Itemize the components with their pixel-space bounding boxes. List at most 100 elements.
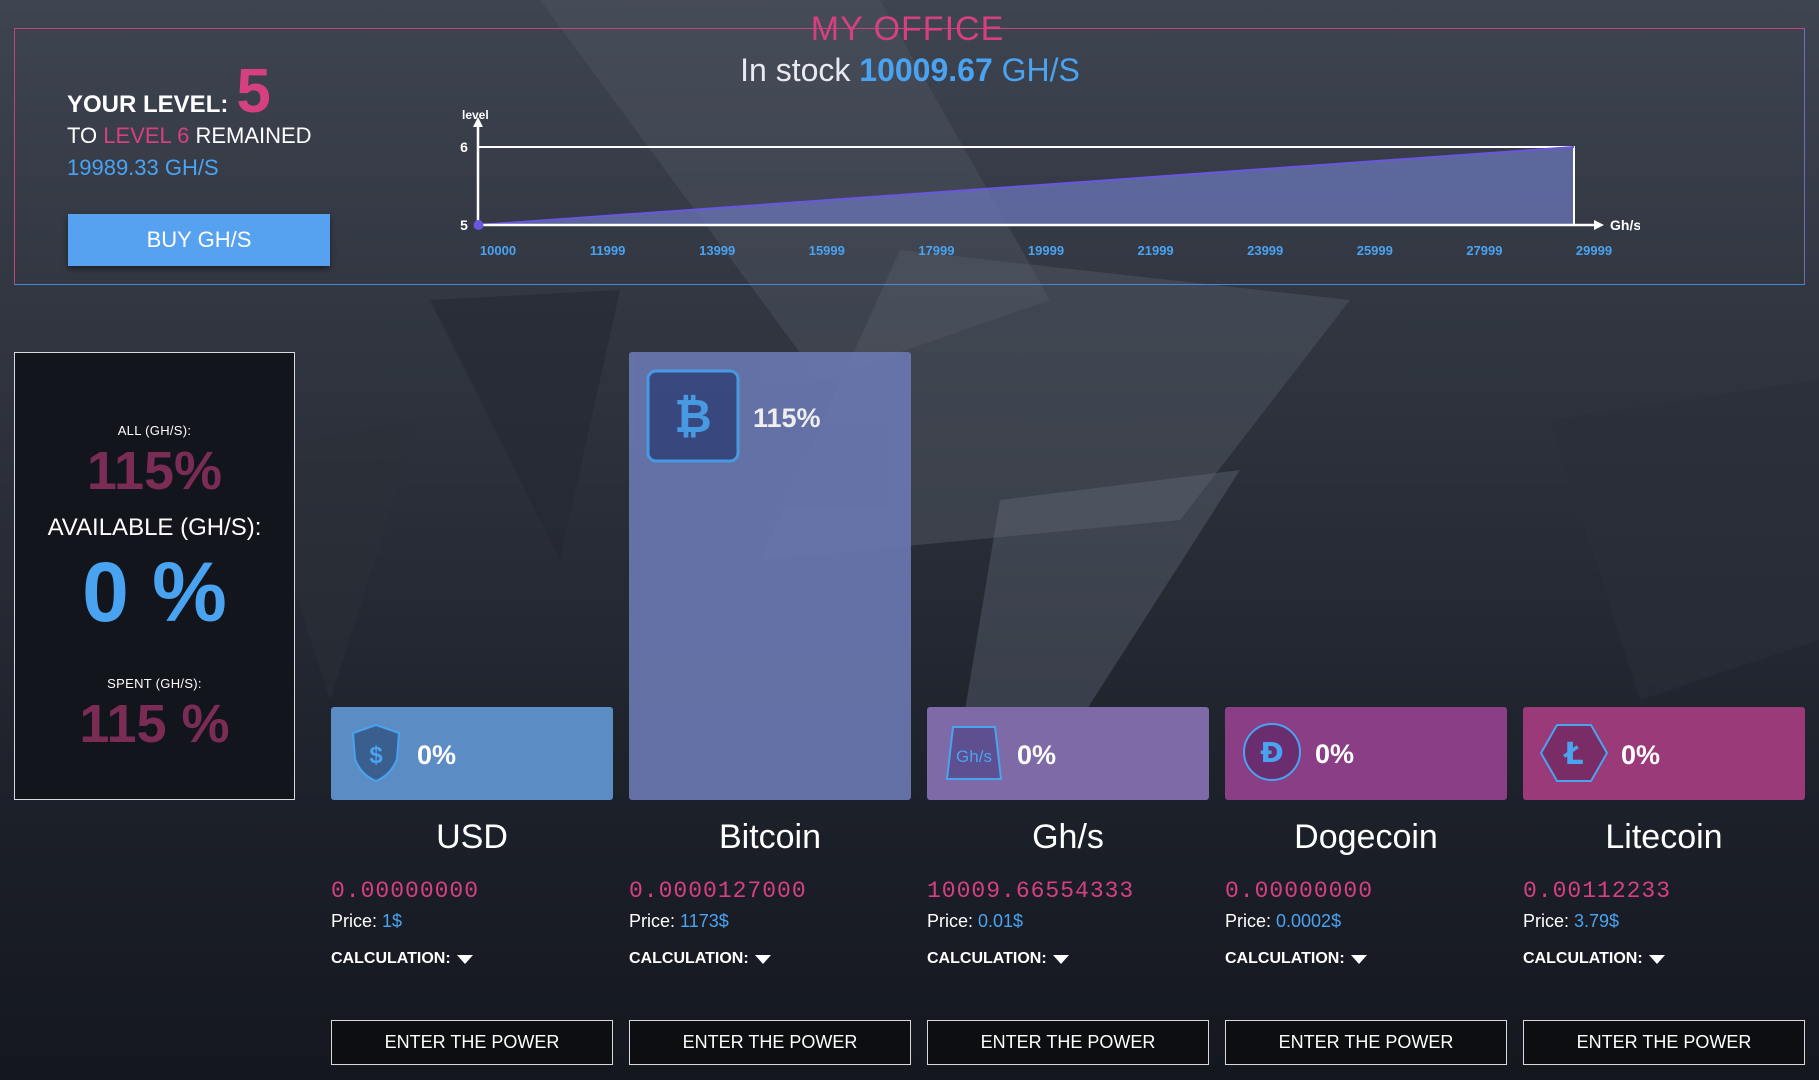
page-title: MY OFFICE	[810, 10, 1005, 48]
your-level-label: YOUR LEVEL:	[67, 91, 229, 118]
currency-bar-header: ₿ 115%	[645, 368, 821, 469]
caret-down-icon	[754, 954, 771, 964]
caret-down-icon	[456, 954, 473, 964]
available-ghs-label: AVAILABLE (GH/S):	[47, 514, 262, 541]
your-level-value: 5	[236, 57, 271, 126]
currency-percent: 0%	[417, 740, 457, 770]
caret-down-icon	[1052, 954, 1069, 964]
svg-text:Ð: Ð	[1260, 736, 1283, 769]
calculation-toggle[interactable]: CALCULATION:	[1523, 950, 1665, 968]
currency-bar-header: Ð 0%	[1241, 721, 1354, 788]
calculation-label: CALCULATION:	[331, 950, 451, 967]
spent-ghs-label: SPENT (GH/S):	[107, 676, 202, 691]
x-tick-label: 13999	[699, 243, 735, 258]
x-tick-label: 23999	[1247, 243, 1283, 258]
in-stock-label: In stock	[740, 52, 851, 88]
y-tick-label: 5	[460, 217, 468, 233]
price-value: 0.01$	[978, 911, 1024, 931]
currency-name: Litecoin	[1605, 818, 1723, 856]
currency-power-bar: ₿ 115%	[629, 352, 911, 800]
currency-percent: 0%	[1017, 740, 1057, 770]
x-tick-label: 27999	[1466, 243, 1502, 258]
price-value: 3.79$	[1574, 911, 1620, 931]
calculation-toggle[interactable]: CALCULATION:	[331, 950, 473, 968]
calculation-label: CALCULATION:	[1523, 950, 1643, 967]
calculation-toggle[interactable]: CALCULATION:	[629, 950, 771, 968]
spent-ghs-value: 115 %	[79, 694, 230, 754]
currency-percent: 0%	[1315, 739, 1355, 769]
buy-ghs-button[interactable]: BUY GH/S	[68, 214, 330, 266]
y-axis-label: level	[462, 108, 489, 122]
level-progress-chart: level Gh/s 5 6 10000 11999 13999 15999 17999 1999…	[460, 108, 1640, 258]
currency-name: Dogecoin	[1294, 818, 1438, 856]
available-ghs-value: 0 %	[82, 545, 227, 639]
price-value: 1173$	[680, 911, 729, 931]
enter-the-power-button[interactable]: ENTER THE POWER	[927, 1020, 1209, 1065]
x-tick-label: 21999	[1138, 243, 1174, 258]
x-tick-label: 17999	[918, 243, 954, 258]
currency-power-bar: Ł 0%	[1523, 707, 1805, 800]
enter-the-power-button[interactable]: ENTER THE POWER	[331, 1020, 613, 1065]
currency-amount: 0.00000000	[1225, 878, 1374, 904]
bitcoin-icon: ₿	[645, 368, 741, 469]
price-value: 0.0002$	[1276, 911, 1342, 931]
x-axis-arrow	[1594, 220, 1604, 230]
enter-the-power-button[interactable]: ENTER THE POWER	[1225, 1020, 1507, 1065]
power-stats-panel: ALL (GH/S): 115% AVAILABLE (GH/S): 0 % S…	[14, 352, 295, 800]
currency-power-bar: Ð 0%	[1225, 707, 1507, 800]
office-panel: YOUR LEVEL: 5 TO LEVEL 6 REMAINED 19989.…	[14, 28, 1805, 285]
remained-value: 19989.33 GH/S	[67, 155, 219, 180]
in-stock: In stock 10009.67 GH/S	[600, 52, 1220, 89]
svg-text:₿: ₿	[674, 389, 712, 443]
y-tick-label: 6	[460, 139, 468, 155]
currency-power-bar: $0%	[331, 707, 613, 800]
next-level-text: TO LEVEL 6 REMAINED	[67, 123, 312, 149]
currency-percent: 115%	[753, 403, 821, 433]
currency-bar-header: Gh/s 0%	[943, 721, 1056, 790]
enter-the-power-button[interactable]: ENTER THE POWER	[1523, 1020, 1805, 1065]
price-label: Price:	[1225, 911, 1277, 931]
currency-price: Price: 0.0002$	[1225, 911, 1341, 932]
current-level-point	[473, 220, 484, 230]
level-info: YOUR LEVEL: 5 TO LEVEL 6 REMAINED 19989.…	[67, 57, 312, 181]
in-stock-unit: GH/S	[1001, 52, 1080, 88]
ghs-icon: Gh/s	[943, 721, 1005, 790]
price-label: Price:	[1523, 911, 1575, 931]
currency-amount: 0.00000000	[331, 878, 480, 904]
next-level-value: LEVEL 6	[103, 123, 190, 148]
currency-percent: 0%	[1621, 740, 1661, 770]
svg-text:$: $	[369, 742, 383, 769]
currency-bar-header: Ł 0%	[1539, 721, 1660, 790]
x-tick-label: 19999	[1028, 243, 1064, 258]
y-axis-arrow	[473, 117, 483, 127]
price-label: Price:	[331, 911, 383, 931]
svg-text:Gh/s: Gh/s	[956, 747, 992, 766]
currency-amount: 10009.66554333	[927, 878, 1135, 904]
price-value: 1$	[382, 911, 403, 931]
to-label: TO	[67, 123, 98, 148]
calculation-label: CALCULATION:	[1225, 950, 1345, 967]
x-tick-label: 10000	[480, 243, 516, 258]
all-ghs-label: ALL (GH/S):	[117, 423, 192, 438]
your-level: YOUR LEVEL: 5	[67, 57, 312, 126]
price-label: Price:	[927, 911, 979, 931]
calculation-toggle[interactable]: CALCULATION:	[927, 950, 1069, 968]
currency-power-bar: Gh/s 0%	[927, 707, 1209, 800]
currency-name: USD	[436, 818, 508, 856]
chart-series-line	[477, 146, 1575, 226]
x-tick-label: 25999	[1357, 243, 1393, 258]
currency-amount: 0.0000127000	[629, 878, 807, 904]
dogecoin-icon: Ð	[1241, 721, 1303, 788]
x-axis-label: Gh/s	[1610, 217, 1640, 233]
calculation-toggle[interactable]: CALCULATION:	[1225, 950, 1367, 968]
enter-the-power-button[interactable]: ENTER THE POWER	[629, 1020, 911, 1065]
currency-name: Gh/s	[1032, 818, 1104, 856]
calculation-label: CALCULATION:	[629, 950, 749, 967]
currency-price: Price: 0.01$	[927, 911, 1023, 932]
usd-shield-icon: $	[347, 721, 405, 790]
in-stock-value: 10009.67	[859, 52, 993, 88]
currency-price: Price: 3.79$	[1523, 911, 1619, 932]
currency-price: Price: 1173$	[629, 911, 729, 932]
litecoin-icon: Ł	[1539, 721, 1609, 790]
currency-amount: 0.00112233	[1523, 878, 1672, 904]
